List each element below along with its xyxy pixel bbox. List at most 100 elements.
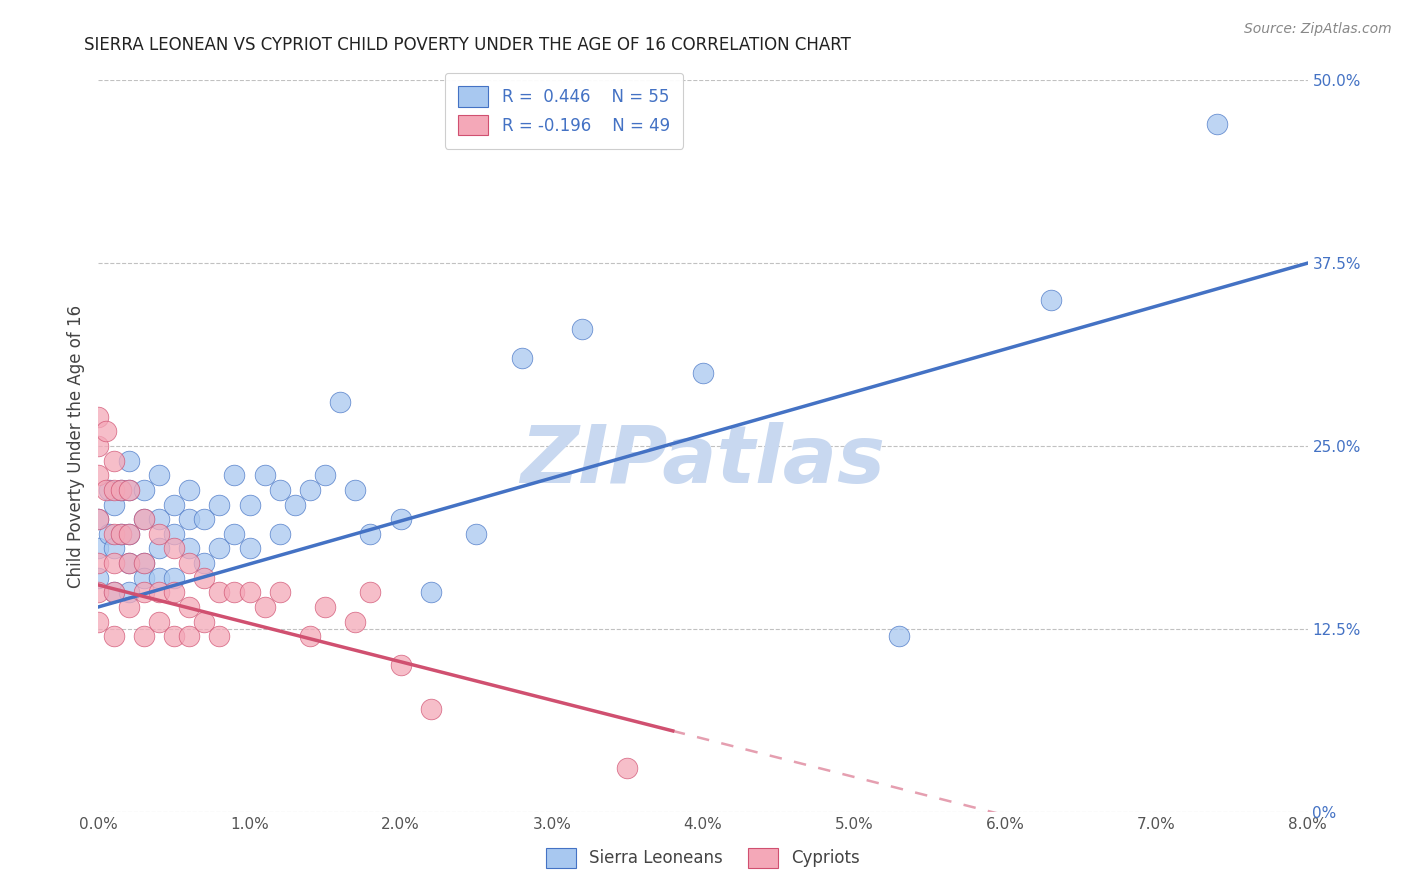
Point <box>148 585 170 599</box>
Point <box>344 615 367 629</box>
Point <box>208 541 231 556</box>
Point <box>692 366 714 380</box>
Legend: R =  0.446    N = 55, R = -0.196    N = 49: R = 0.446 N = 55, R = -0.196 N = 49 <box>444 73 683 149</box>
Point <box>132 571 155 585</box>
Point <box>239 541 262 556</box>
Point <box>179 599 201 614</box>
Point <box>87 541 110 556</box>
Point <box>224 585 246 599</box>
Text: SIERRA LEONEAN VS CYPRIOT CHILD POVERTY UNDER THE AGE OF 16 CORRELATION CHART: SIERRA LEONEAN VS CYPRIOT CHILD POVERTY … <box>84 36 851 54</box>
Point <box>224 526 246 541</box>
Point <box>87 409 110 424</box>
Point <box>163 526 186 541</box>
Point <box>103 585 125 599</box>
Legend: Sierra Leoneans, Cypriots: Sierra Leoneans, Cypriots <box>540 841 866 875</box>
Point <box>420 702 443 716</box>
Point <box>269 585 291 599</box>
Point <box>284 498 307 512</box>
Point <box>103 629 125 643</box>
Point <box>132 556 155 570</box>
Point <box>344 483 367 497</box>
Point <box>132 629 155 643</box>
Point <box>118 453 141 467</box>
Point <box>110 526 132 541</box>
Point <box>148 571 170 585</box>
Point <box>616 761 638 775</box>
Point <box>163 585 186 599</box>
Point <box>118 483 141 497</box>
Point <box>132 585 155 599</box>
Point <box>314 468 336 483</box>
Point <box>193 615 215 629</box>
Point <box>94 425 117 439</box>
Point <box>110 483 132 497</box>
Point <box>179 541 201 556</box>
Point <box>110 526 132 541</box>
Point <box>110 483 132 497</box>
Point <box>163 629 186 643</box>
Point <box>420 585 443 599</box>
Point <box>132 483 155 497</box>
Point <box>103 526 125 541</box>
Point <box>98 526 121 541</box>
Point <box>87 556 110 570</box>
Point <box>163 541 186 556</box>
Point <box>360 526 382 541</box>
Point <box>239 585 262 599</box>
Point <box>360 585 382 599</box>
Point <box>103 541 125 556</box>
Point <box>510 351 533 366</box>
Point <box>148 615 170 629</box>
Point <box>389 512 412 526</box>
Point <box>94 483 117 497</box>
Point <box>269 483 291 497</box>
Point <box>889 629 911 643</box>
Point <box>179 512 201 526</box>
Text: Source: ZipAtlas.com: Source: ZipAtlas.com <box>1244 22 1392 37</box>
Point <box>314 599 336 614</box>
Point <box>1206 117 1229 131</box>
Point <box>148 541 170 556</box>
Y-axis label: Child Poverty Under the Age of 16: Child Poverty Under the Age of 16 <box>66 304 84 588</box>
Point <box>193 556 215 570</box>
Point <box>118 526 141 541</box>
Point <box>299 483 322 497</box>
Point <box>103 483 125 497</box>
Point <box>118 585 141 599</box>
Point <box>148 468 170 483</box>
Point <box>163 498 186 512</box>
Point <box>208 585 231 599</box>
Point <box>87 512 110 526</box>
Point <box>163 571 186 585</box>
Point <box>269 526 291 541</box>
Point <box>132 512 155 526</box>
Point <box>571 322 593 336</box>
Point <box>118 556 141 570</box>
Point <box>329 395 352 409</box>
Point <box>148 526 170 541</box>
Point <box>179 556 201 570</box>
Point <box>118 599 141 614</box>
Point <box>193 571 215 585</box>
Point <box>87 439 110 453</box>
Point <box>179 483 201 497</box>
Point <box>87 585 110 599</box>
Point <box>132 556 155 570</box>
Point <box>98 483 121 497</box>
Point <box>103 498 125 512</box>
Point <box>389 658 412 673</box>
Point <box>193 512 215 526</box>
Point <box>87 468 110 483</box>
Point <box>87 571 110 585</box>
Point <box>224 468 246 483</box>
Point <box>118 526 141 541</box>
Point <box>299 629 322 643</box>
Point <box>253 468 276 483</box>
Point <box>103 453 125 467</box>
Point <box>253 599 276 614</box>
Point <box>118 556 141 570</box>
Point <box>465 526 488 541</box>
Point <box>179 629 201 643</box>
Point <box>148 512 170 526</box>
Text: ZIPatlas: ZIPatlas <box>520 422 886 500</box>
